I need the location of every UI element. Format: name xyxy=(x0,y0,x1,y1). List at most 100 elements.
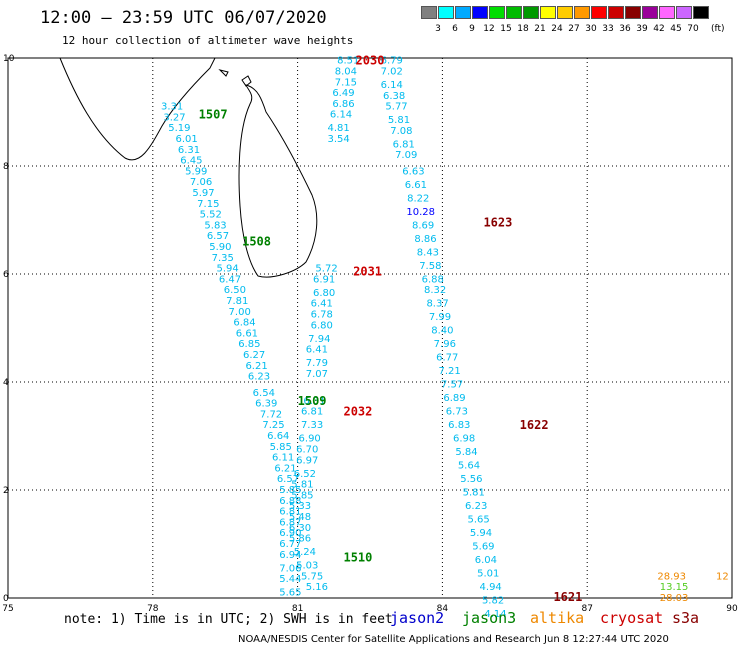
wave-height-value: 6.52 xyxy=(294,469,316,480)
wave-height-value: 5.24 xyxy=(294,547,316,558)
wave-height-value: 6.64 xyxy=(267,431,289,442)
wave-height-value: 5.48 xyxy=(289,512,311,523)
wave-height-value: 6.47 xyxy=(219,274,241,285)
legend-swatch xyxy=(642,6,658,19)
wave-height-value: 6.88 xyxy=(422,274,444,285)
wave-height-value: 12 xyxy=(716,571,729,582)
wave-height-value: 5.52 xyxy=(200,210,222,221)
wave-height-value: 5.64 xyxy=(458,461,480,472)
wave-height-value: 8.22 xyxy=(407,193,429,204)
wave-height-value: 5.69 xyxy=(472,542,494,553)
wave-height-value: 5.44 xyxy=(279,574,301,585)
credit-line: NOAA/NESDIS Center for Satellite Applica… xyxy=(238,634,669,645)
legend-swatch xyxy=(693,6,709,19)
wave-height-value: 6.41 xyxy=(306,345,328,356)
legend-label: 30 xyxy=(585,24,597,34)
wave-height-value: 6.77 xyxy=(279,539,301,550)
wave-height-value: 5.85 xyxy=(279,485,301,496)
wave-height-value: 5.90 xyxy=(209,242,231,253)
lat-tick-label: 4 xyxy=(3,378,9,388)
wave-height-value: 5.81 xyxy=(388,115,410,126)
wave-height-value: 7.09 xyxy=(395,150,417,161)
legend-swatch xyxy=(540,6,556,19)
wave-height-value: 6.84 xyxy=(233,318,255,329)
wave-height-value: 6.73 xyxy=(446,407,468,418)
wave-height-value: 7.07 xyxy=(306,369,328,380)
wave-height-value: 8.37 xyxy=(426,299,448,310)
wave-height-value: 7.25 xyxy=(262,420,284,431)
wave-height-value: 7.21 xyxy=(439,366,461,377)
wave-height-value: 6.78 xyxy=(311,310,333,321)
wave-height-value: 6.81 xyxy=(279,507,301,518)
wave-height-value: 6.31 xyxy=(303,396,325,407)
wave-height-value: 8.51 xyxy=(337,56,359,67)
wave-height-value: 6.11 xyxy=(272,453,294,464)
wave-height-value: 6.41 xyxy=(311,299,333,310)
legend-swatch xyxy=(489,6,505,19)
lon-tick-label: 78 xyxy=(147,604,159,614)
legend-label: 18 xyxy=(517,24,529,34)
wave-height-value: 8.32 xyxy=(424,285,446,296)
legend-swatch xyxy=(591,6,607,19)
wave-height-value: 4.94 xyxy=(480,582,502,593)
wave-height-value: 3.27 xyxy=(163,112,185,123)
lon-tick-label: 90 xyxy=(726,604,738,614)
lat-tick-label: 6 xyxy=(3,270,9,280)
wave-height-value: 6.85 xyxy=(238,339,260,350)
wave-height-value: 5.01 xyxy=(477,569,499,580)
wave-height-value: 3.31 xyxy=(161,102,183,113)
wave-height-value: 28.93 xyxy=(657,571,686,582)
wave-height-value: 4.81 xyxy=(327,123,349,134)
pass-label-cryosat: 2032 xyxy=(343,405,372,419)
legend-swatch xyxy=(438,6,454,19)
legend-swatch xyxy=(557,6,573,19)
lon-tick-label: 87 xyxy=(581,604,592,614)
wave-height-value: 28.03 xyxy=(660,593,689,604)
wave-height-value: 6.14 xyxy=(330,110,352,121)
legend-swatch xyxy=(574,6,590,19)
legend-label: 39 xyxy=(636,24,648,34)
wave-height-value: 7.72 xyxy=(260,409,282,420)
lon-tick-label: 81 xyxy=(292,604,303,614)
lon-tick-label: 75 xyxy=(2,604,13,614)
satellite-s3a: s3a xyxy=(672,609,700,627)
wave-height-value: 5.81 xyxy=(463,488,485,499)
island-outline xyxy=(241,75,252,87)
satellite-cryosat: cryosat xyxy=(600,609,664,627)
wave-height-value: 5.82 xyxy=(482,596,504,607)
india-coastline xyxy=(59,57,216,161)
satellite-altika: altika xyxy=(530,609,585,627)
satellite-jason2: jason2 xyxy=(390,609,445,627)
sri-lanka-coastline xyxy=(238,84,318,278)
legend-swatch xyxy=(676,6,692,19)
wave-height-value: 6.90 xyxy=(299,434,321,445)
wave-height-value: 6.83 xyxy=(448,420,470,431)
wave-height-value: 5.77 xyxy=(385,102,407,113)
legend-swatch xyxy=(421,6,437,19)
lon-tick-label: 84 xyxy=(437,604,449,614)
wave-height-value: 6.21 xyxy=(274,463,296,474)
wave-height-value: 6.54 xyxy=(253,388,275,399)
wave-height-value: 7.35 xyxy=(212,253,234,264)
wave-height-value: 5.94 xyxy=(216,264,238,275)
wave-height-value: 5.86 xyxy=(289,534,311,545)
legend-swatch xyxy=(625,6,641,19)
legend-label: 33 xyxy=(602,24,614,34)
island-outline xyxy=(218,69,229,77)
wave-height-value: 6.98 xyxy=(453,434,475,445)
wave-height-value: 6.45 xyxy=(180,156,202,167)
legend-label: 36 xyxy=(619,24,631,34)
wave-height-value: 6.88 xyxy=(279,496,301,507)
wave-height-value: 6.01 xyxy=(175,134,197,145)
wave-height-value: 7.57 xyxy=(441,380,463,391)
wave-height-value: 6.80 xyxy=(311,320,333,331)
pass-label-jason3: 1507 xyxy=(199,108,228,122)
legend-swatch xyxy=(659,6,675,19)
wave-height-value: 7.99 xyxy=(429,312,451,323)
pass-label-jason3: 1508 xyxy=(242,235,271,249)
legend-label: 12 xyxy=(483,24,495,34)
wave-height-value: 5.72 xyxy=(315,264,337,275)
wave-height-value: 7.81 xyxy=(226,296,248,307)
map-frame xyxy=(7,57,733,599)
wave-height-value: 7.96 xyxy=(434,339,456,350)
